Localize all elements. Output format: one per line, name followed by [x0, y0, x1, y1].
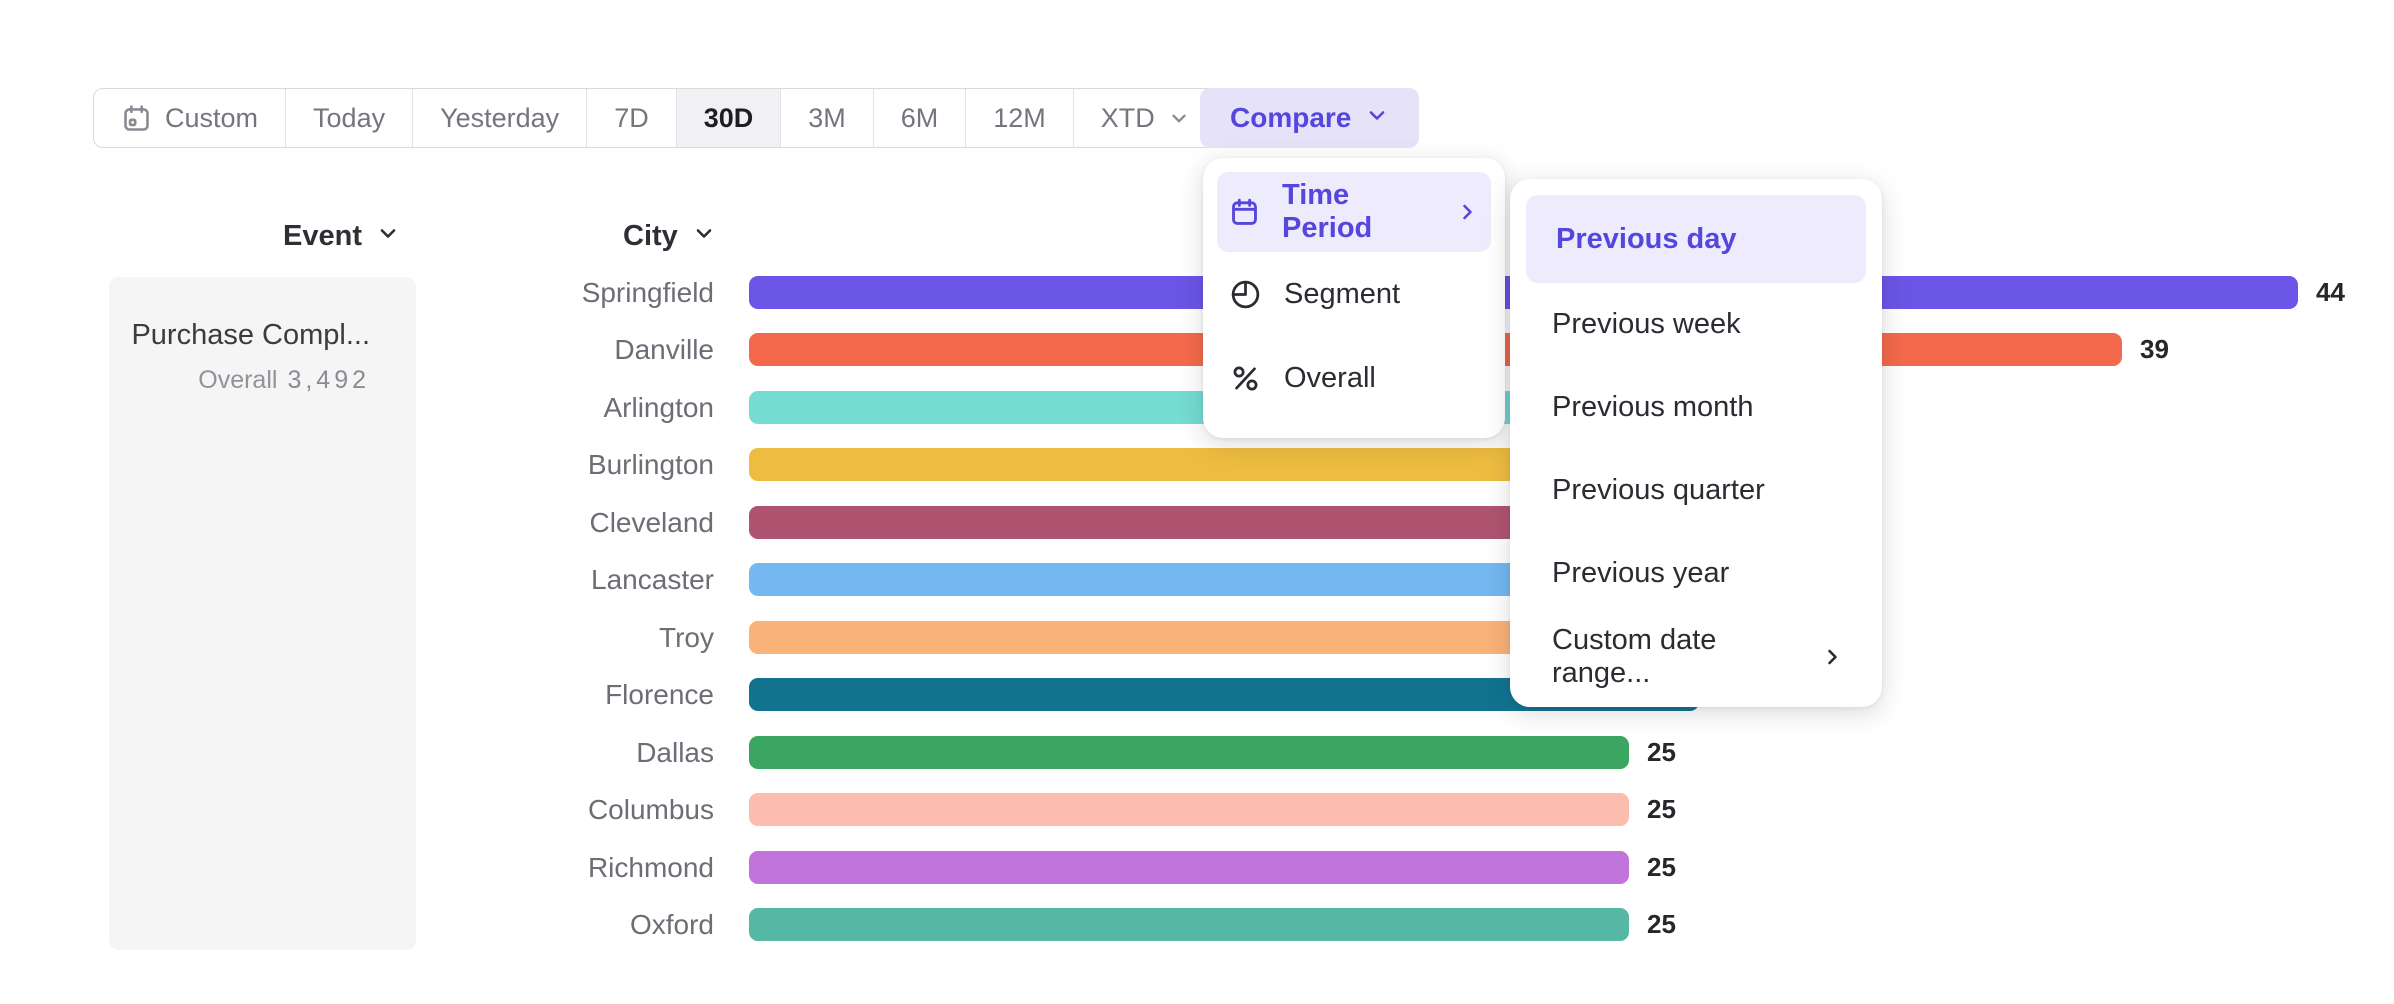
bar-columbus[interactable] — [749, 793, 1629, 826]
event-column-header[interactable]: Event — [283, 218, 400, 254]
compare-menu-item-overall[interactable]: Overall — [1217, 336, 1491, 420]
range-button-7d[interactable]: 7D — [586, 89, 676, 147]
submenu-item-previous-month[interactable]: Previous month — [1526, 366, 1866, 449]
segment-icon — [1229, 278, 1262, 311]
range-button-30d[interactable]: 30D — [675, 89, 781, 147]
submenu-item-previous-day[interactable]: Previous day — [1526, 195, 1866, 283]
event-name: Purchase Compl... — [131, 319, 370, 351]
compare-menu-item-time-period[interactable]: Time Period — [1217, 172, 1491, 252]
chevron-down-icon — [1168, 107, 1190, 129]
date-range-toolbar: Custom Today Yesterday 7D 30D 3M 6M 12M XTD — [93, 88, 1218, 148]
range-button-yesterday[interactable]: Yesterday — [412, 89, 587, 147]
bar-label-troy: Troy — [659, 622, 714, 653]
event-panel[interactable]: Purchase Compl... Overall 3,492 — [109, 277, 416, 950]
range-button-12m[interactable]: 12M — [965, 89, 1073, 147]
range-button-xtd[interactable]: XTD — [1072, 89, 1217, 147]
event-column-label: Event — [283, 219, 362, 252]
city-column-label: City — [623, 219, 678, 252]
city-column-header[interactable]: City — [623, 218, 716, 254]
range-button-label: 12M — [993, 102, 1046, 133]
calendar-icon — [121, 103, 152, 134]
range-button-custom[interactable]: Custom — [94, 89, 286, 147]
chevron-right-icon — [1820, 645, 1844, 669]
bar-label-arlington: Arlington — [603, 392, 714, 423]
menu-item-label: Previous year — [1552, 557, 1730, 589]
menu-item-label: Custom date range... — [1552, 623, 1717, 689]
compare-button-label: Compare — [1230, 102, 1352, 133]
bar-label-columbus: Columbus — [587, 794, 714, 825]
bar-richmond[interactable] — [749, 851, 1629, 884]
overall-label: Overall — [198, 366, 278, 394]
menu-item-label: Segment — [1284, 277, 1401, 310]
range-button-label: 6M — [900, 102, 939, 133]
time-period-submenu: Previous day Previous week Previous month P… — [1510, 179, 1882, 707]
chevron-right-icon — [1455, 200, 1479, 224]
bar-oxford[interactable] — [749, 908, 1629, 941]
chevron-down-icon — [376, 220, 400, 253]
range-button-label: 3M — [808, 102, 846, 133]
range-button-label: 30D — [703, 102, 754, 133]
menu-item-label: Previous day — [1556, 222, 1737, 255]
bar-value-oxford: 25 — [1647, 909, 1676, 939]
bar-value-springfield: 44 — [2316, 277, 2345, 307]
bar-dallas[interactable] — [749, 736, 1629, 769]
menu-item-label: Previous week — [1552, 308, 1741, 340]
bar-label-florence: Florence — [605, 679, 714, 710]
bar-value-richmond: 25 — [1647, 852, 1676, 882]
compare-menu: Time Period Segment Overall — [1203, 158, 1505, 438]
chevron-down-icon — [1365, 102, 1389, 134]
submenu-item-previous-year[interactable]: Previous year — [1526, 532, 1866, 615]
range-button-label: Custom — [165, 102, 259, 133]
submenu-item-previous-week[interactable]: Previous week — [1526, 283, 1866, 366]
range-button-today[interactable]: Today — [285, 89, 413, 147]
submenu-item-custom-date-range-[interactable]: Custom date range... — [1526, 615, 1866, 698]
range-button-label: Yesterday — [440, 102, 560, 133]
compare-menu-item-segment[interactable]: Segment — [1217, 252, 1491, 336]
menu-item-label: Previous month — [1552, 391, 1754, 423]
range-button-6m[interactable]: 6M — [872, 89, 966, 147]
bar-label-richmond: Richmond — [587, 852, 714, 883]
submenu-item-previous-quarter[interactable]: Previous quarter — [1526, 449, 1866, 532]
range-button-label: 7D — [614, 102, 649, 133]
bar-label-burlington: Burlington — [587, 449, 714, 480]
menu-item-label: Previous quarter — [1552, 474, 1765, 506]
range-button-3m[interactable]: 3M — [780, 89, 873, 147]
bar-label-danville: Danville — [614, 334, 714, 365]
bar-label-dallas: Dallas — [636, 737, 714, 768]
bar-value-dallas: 25 — [1647, 737, 1676, 767]
chevron-down-icon — [692, 220, 716, 253]
percent-icon — [1229, 362, 1262, 395]
calendar-icon — [1229, 197, 1260, 228]
menu-item-label: Overall — [1284, 361, 1376, 394]
compare-button[interactable]: Compare — [1200, 88, 1420, 148]
overall-value: 3,492 — [287, 366, 370, 394]
range-button-label: Today — [313, 102, 386, 133]
range-button-label: XTD — [1100, 102, 1155, 133]
bar-value-danville: 39 — [2140, 334, 2169, 364]
bar-label-lancaster: Lancaster — [591, 564, 714, 595]
menu-item-label: Time Period — [1282, 179, 1373, 244]
bar-label-springfield: Springfield — [581, 277, 714, 308]
bar-value-columbus: 25 — [1647, 794, 1676, 824]
bar-label-cleveland: Cleveland — [589, 507, 714, 538]
event-overall: Overall 3,492 — [129, 366, 370, 395]
bar-label-oxford: Oxford — [629, 909, 714, 940]
